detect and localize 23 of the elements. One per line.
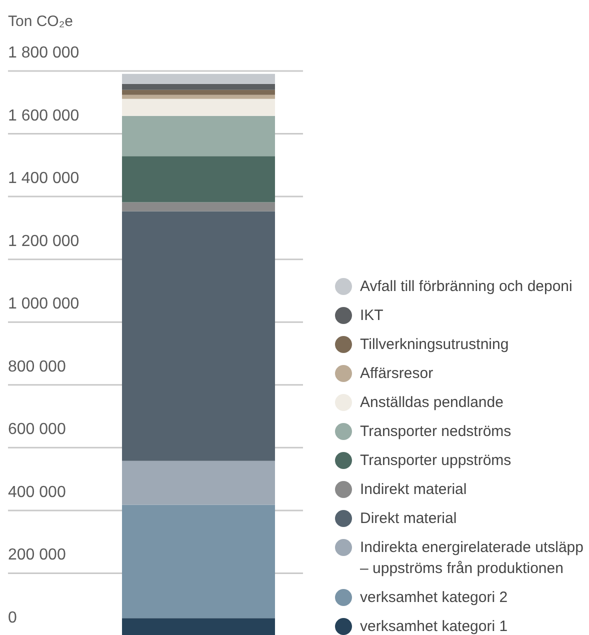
y-tick-label: 1 000 000 — [8, 296, 80, 313]
y-axis-title: Ton CO₂e — [8, 13, 74, 31]
legend-label: verksamhet kategori 2 — [360, 588, 508, 608]
y-tick-label: 400 000 — [8, 484, 66, 501]
y-tick-label: 1 600 000 — [8, 107, 80, 124]
y-tick-label: 600 000 — [8, 421, 66, 438]
legend-label: Affärsresor — [360, 364, 434, 384]
legend-label: Indirekt material — [360, 480, 467, 500]
legend-label: Direkt material — [360, 509, 457, 529]
y-tick-label: 1 400 000 — [8, 170, 80, 188]
y-tick-label: 1 800 000 — [8, 44, 80, 62]
y-tick-label: 800 000 — [8, 358, 66, 376]
legend-label: Transporter uppströms — [360, 451, 512, 471]
legend-label: IKT — [360, 306, 384, 326]
y-tick-label: 200 000 — [8, 546, 66, 564]
y-tick-label: 0 — [8, 610, 17, 626]
legend-label: Indirekta energirelaterade utsläpp – uppströms från produktionen — [360, 538, 584, 579]
legend-label: Avfall till förbränning och deponi — [360, 277, 572, 297]
legend-label: Transporter nedströms — [360, 422, 512, 442]
legend-label: verksamhet kategori 1 — [360, 617, 508, 635]
legend-label: Anställdas pendlande — [360, 393, 504, 413]
legend-label: Tillverkningsutrustning — [360, 335, 509, 355]
y-tick-label: 1 200 000 — [8, 232, 80, 250]
